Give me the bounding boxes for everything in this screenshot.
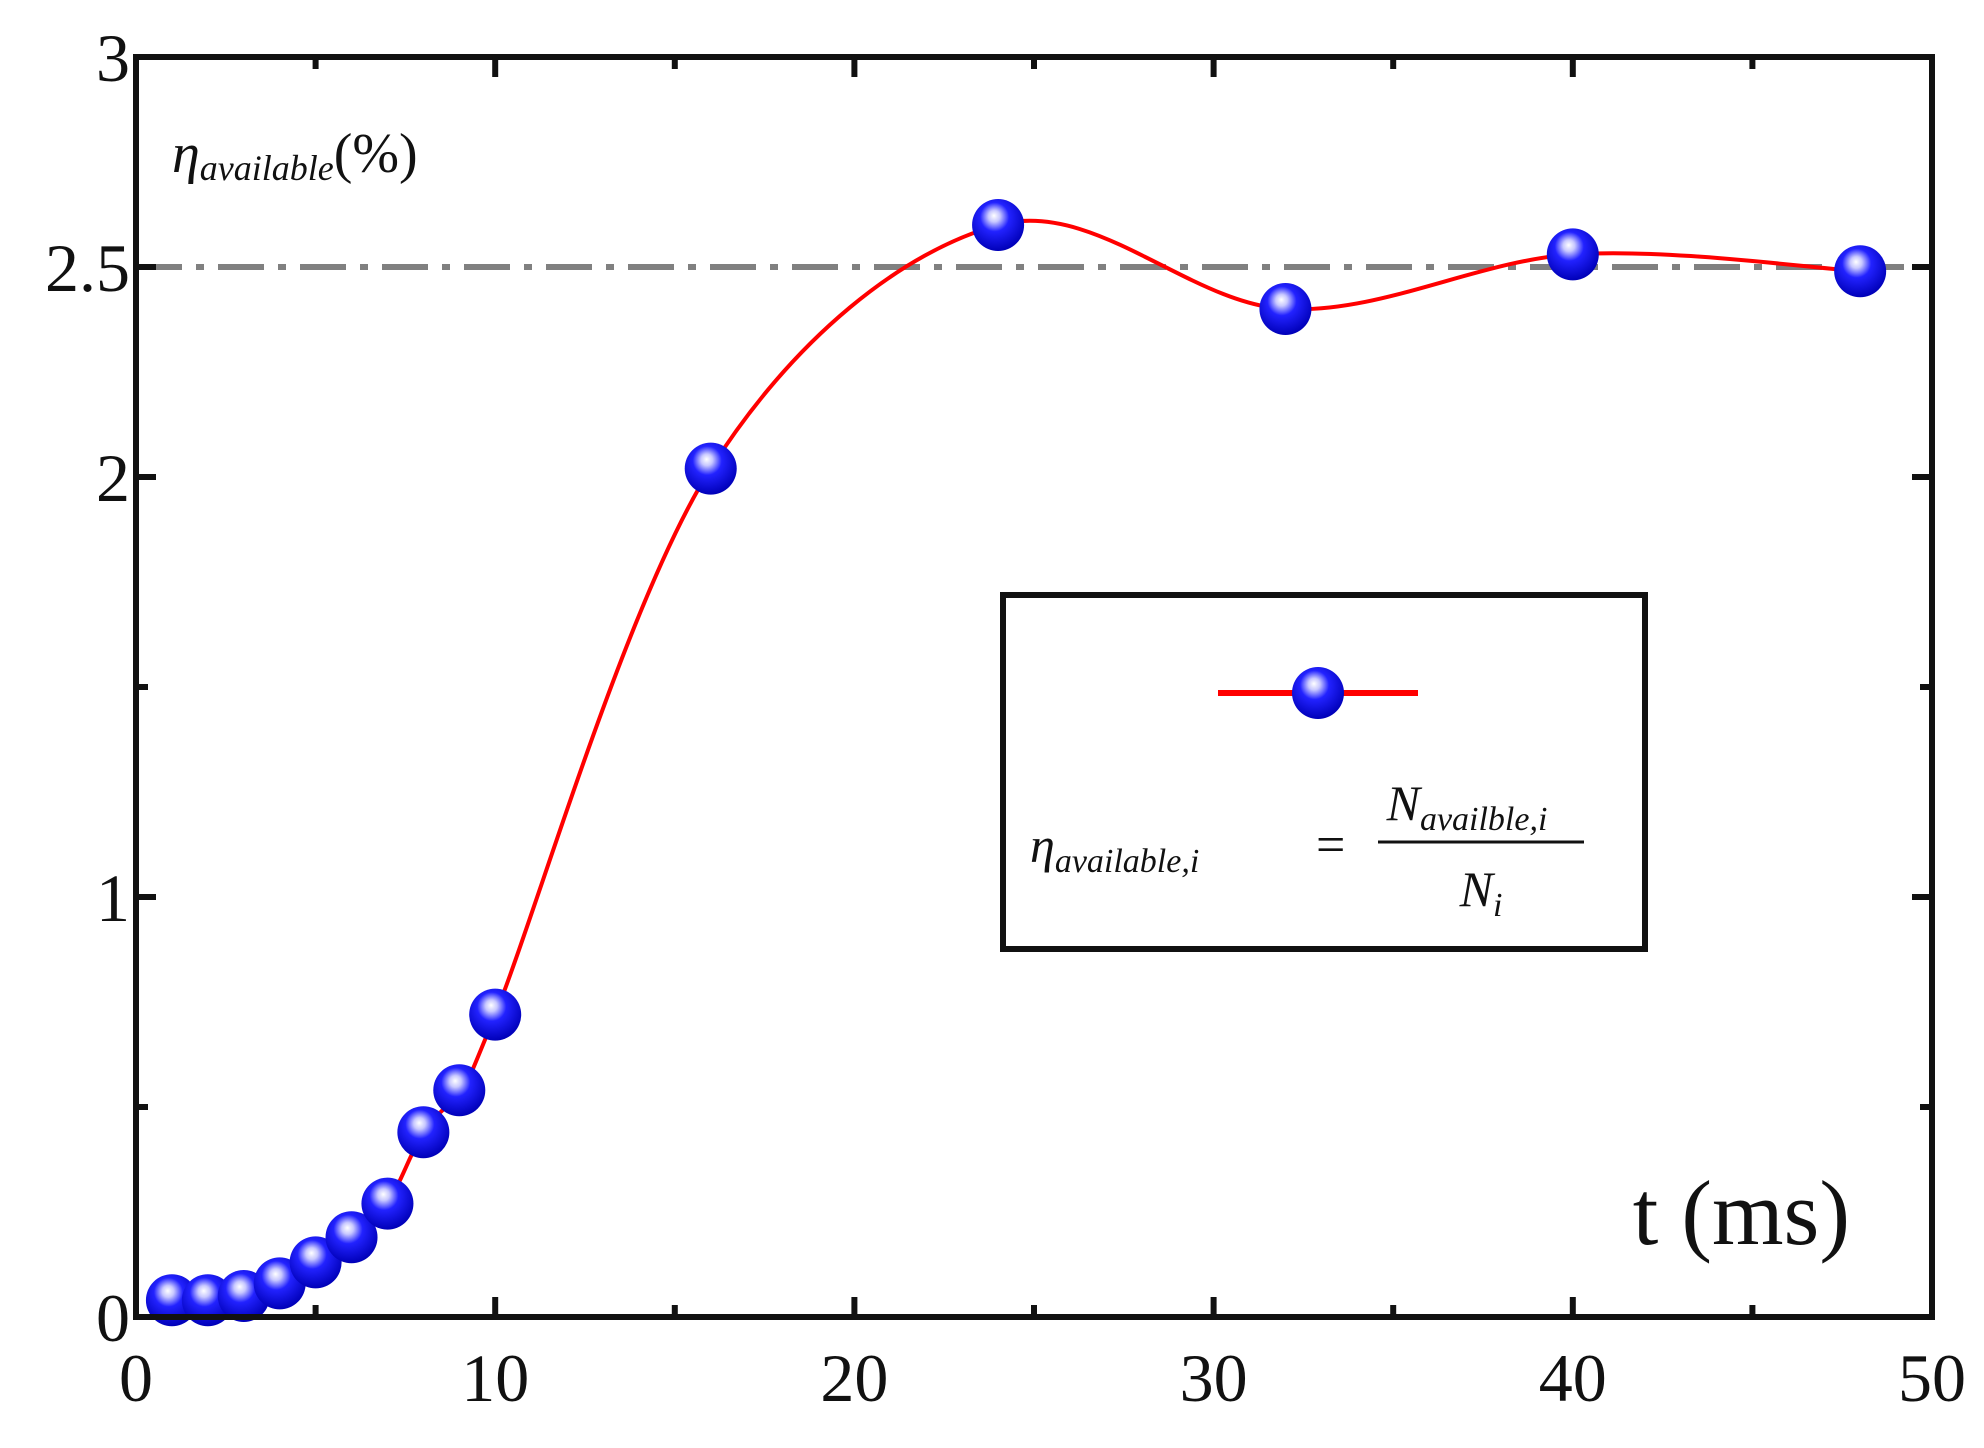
formula-denominator-symbol: N xyxy=(1459,861,1496,917)
legend-marker xyxy=(1292,667,1344,719)
series-markers xyxy=(145,199,1887,1327)
x-tick-label: 10 xyxy=(461,1340,529,1416)
y-tick-label: 1 xyxy=(96,860,130,936)
axis-ticks xyxy=(133,54,1935,1320)
data-point xyxy=(361,1177,414,1230)
y-tick-label: 2.5 xyxy=(45,230,130,306)
x-tick-label: 0 xyxy=(119,1340,153,1416)
formula-lhs-subscript: available,i xyxy=(1055,843,1199,880)
data-point xyxy=(1259,283,1312,335)
x-tick-label: 20 xyxy=(820,1340,888,1416)
data-point xyxy=(1546,228,1599,281)
formula-denominator: Ni xyxy=(1459,861,1503,924)
y-label-symbol: η xyxy=(172,123,200,185)
data-point xyxy=(684,442,737,495)
legend-box xyxy=(1000,592,1648,952)
formula-equals: = xyxy=(1316,817,1345,874)
legend-formula-lhs: ηavailable,i xyxy=(1030,817,1199,880)
y-tick-label: 0 xyxy=(96,1280,130,1356)
x-axis-label: t (ms) xyxy=(1633,1162,1850,1264)
y-tick-label: 2 xyxy=(96,440,130,516)
y-axis-label: ηavailable(%) xyxy=(172,123,418,188)
data-point xyxy=(397,1106,450,1159)
data-point xyxy=(1834,245,1887,298)
data-point xyxy=(325,1211,378,1264)
data-point xyxy=(469,988,522,1041)
data-point xyxy=(145,1274,198,1327)
x-tick-label: 30 xyxy=(1180,1340,1248,1416)
x-tick-label: 50 xyxy=(1898,1340,1966,1416)
formula-denominator-subscript: i xyxy=(1493,887,1502,924)
data-point xyxy=(433,1064,486,1117)
data-point xyxy=(972,199,1025,251)
y-label-subscript: available xyxy=(200,148,334,188)
formula-numerator: Navailble,i xyxy=(1386,775,1548,838)
legend-marker-sample xyxy=(1292,667,1344,719)
legend: ηavailable,i = Navailble,i Ni xyxy=(1000,592,1648,952)
y-label-unit: (%) xyxy=(334,123,418,185)
formula-numerator-symbol: N xyxy=(1386,775,1423,831)
x-tick-label: 40 xyxy=(1539,1340,1607,1416)
formula-lhs-symbol: η xyxy=(1030,817,1055,873)
y-tick-label: 3 xyxy=(96,20,130,96)
formula-numerator-subscript: availble,i xyxy=(1420,801,1547,838)
